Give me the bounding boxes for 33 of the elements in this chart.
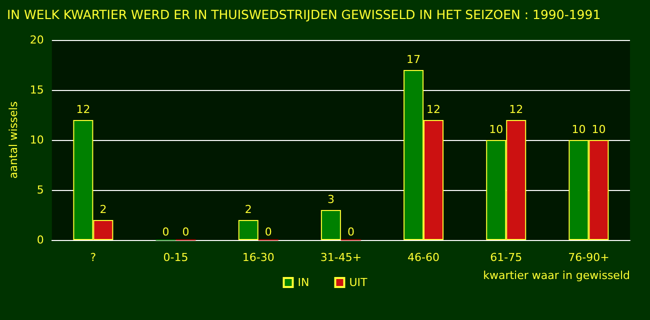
x-tick-label: 76-90+	[568, 251, 610, 264]
y-axis-title: aantal wissels	[7, 101, 20, 179]
data-label: 17	[406, 53, 421, 66]
legend-label: IN	[298, 276, 310, 289]
x-tick-label: ?	[90, 251, 96, 264]
data-label: 10	[572, 123, 586, 136]
data-label: 0	[162, 226, 170, 238]
x-tick-label: 0-15	[163, 251, 188, 264]
data-label: 2	[100, 203, 107, 216]
data-label: 3	[327, 193, 334, 206]
data-label: 12	[76, 103, 90, 116]
y-tick-label: 0	[36, 234, 44, 246]
data-label: 12	[426, 103, 441, 116]
data-label: 10	[489, 123, 504, 136]
x-axis-title: kwartier waar in gewisseld	[483, 269, 630, 282]
bar	[320, 210, 341, 240]
x-tick-label: 31-45+	[320, 251, 362, 264]
bar	[238, 220, 258, 240]
y-tick-label: 10	[30, 134, 44, 146]
chart-title: IN WELK KWARTIER WERD ER IN THUISWEDSTRIJDEN GEWISSELD IN HET SEIZOEN : 1990-1991	[7, 7, 601, 22]
data-label: 10	[592, 123, 606, 136]
x-tick-label: 46-60	[408, 251, 440, 264]
y-tick-label: 20	[30, 34, 44, 46]
x-tick-label: 16-30	[242, 251, 274, 264]
data-label: 2	[244, 203, 252, 216]
legend-label: UIT	[349, 276, 368, 289]
data-label: 0	[182, 226, 190, 238]
y-tick-label: 5	[36, 184, 44, 196]
data-label: 0	[347, 226, 354, 238]
data-label: 0	[264, 226, 272, 238]
x-tick-label: 61-75	[490, 251, 522, 264]
y-tick-label: 15	[30, 84, 44, 96]
data-label: 12	[509, 103, 524, 116]
